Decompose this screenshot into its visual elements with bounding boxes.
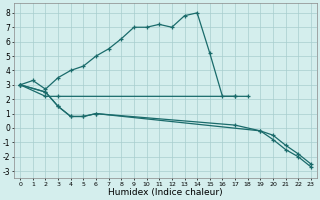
X-axis label: Humidex (Indice chaleur): Humidex (Indice chaleur) — [108, 188, 223, 197]
